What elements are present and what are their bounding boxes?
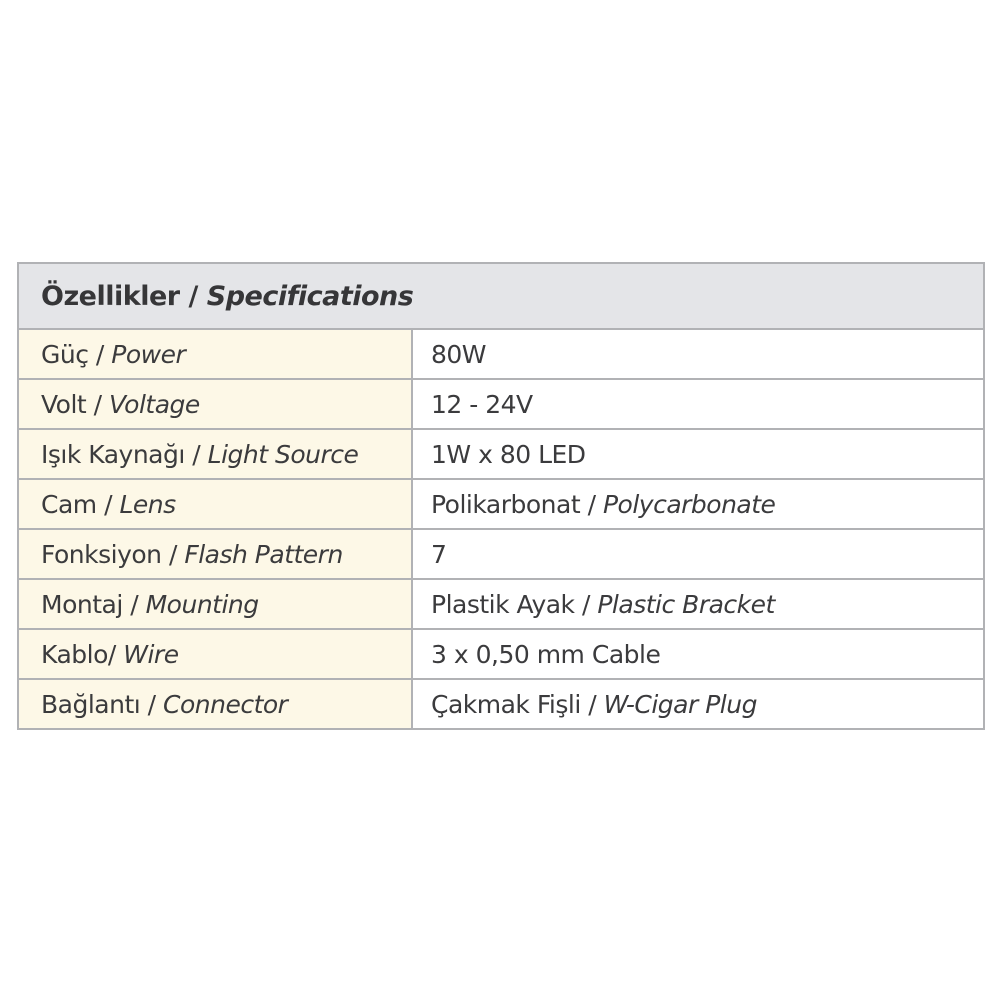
label-tr: Güç / <box>41 339 112 369</box>
spec-value: 3 x 0,50 mm Cable <box>411 628 985 680</box>
label-tr: Işık Kaynağı / <box>41 439 208 469</box>
spec-label: Volt / Voltage <box>17 378 413 430</box>
value-tr: 7 <box>431 539 447 569</box>
table-row: Işık Kaynağı / Light Source 1W x 80 LED <box>17 428 985 480</box>
spec-value: 80W <box>411 328 985 380</box>
table-row: Montaj / Mounting Plastik Ayak / Plastic … <box>17 578 985 630</box>
label-tr: Bağlantı / <box>41 689 164 719</box>
spec-label: Güç / Power <box>17 328 413 380</box>
value-tr: Polikarbonat / <box>431 489 603 519</box>
table-row: Kablo/ Wire 3 x 0,50 mm Cable <box>17 628 985 680</box>
label-en: Light Source <box>207 439 359 469</box>
spec-label: Işık Kaynağı / Light Source <box>17 428 413 480</box>
spec-value: 12 - 24V <box>411 378 985 430</box>
value-tr: Plastik Ayak / <box>431 589 598 619</box>
label-en: Flash Pattern <box>184 539 343 569</box>
label-tr: Montaj / <box>41 589 146 619</box>
table-row: Cam / Lens Polikarbonat / Polycarbonate <box>17 478 985 530</box>
label-en: Mounting <box>145 589 260 619</box>
table-title: Özellikler / Specifications <box>17 262 985 330</box>
value-en: W-Cigar Plug <box>603 689 758 719</box>
spec-label: Fonksiyon / Flash Pattern <box>17 528 413 580</box>
table-row: Fonksiyon / Flash Pattern 7 <box>17 528 985 580</box>
label-en: Wire <box>123 639 179 669</box>
label-tr: Kablo/ <box>41 639 124 669</box>
spec-label: Kablo/ Wire <box>17 628 413 680</box>
spec-label: Montaj / Mounting <box>17 578 413 630</box>
value-en: Plastic Bracket <box>597 589 775 619</box>
table-row: Volt / Voltage 12 - 24V <box>17 378 985 430</box>
value-tr: 3 x 0,50 mm Cable <box>431 639 661 669</box>
value-tr: 1W x 80 LED <box>431 439 586 469</box>
spec-value: Polikarbonat / Polycarbonate <box>411 478 985 530</box>
table-row: Bağlantı / Connector Çakmak Fişli / W-Cig… <box>17 678 985 730</box>
label-en: Connector <box>163 689 288 719</box>
label-tr: Cam / <box>41 489 120 519</box>
table-header-row: Özellikler / Specifications <box>17 262 985 330</box>
value-tr: Çakmak Fişli / <box>431 689 604 719</box>
title-en: Specifications <box>206 280 414 312</box>
spec-value: Çakmak Fişli / W-Cigar Plug <box>411 678 985 730</box>
label-en: Lens <box>119 489 176 519</box>
spec-label: Cam / Lens <box>17 478 413 530</box>
specifications-table: Özellikler / Specifications Güç / Power 8… <box>17 262 985 730</box>
label-en: Voltage <box>109 389 200 419</box>
spec-value: 1W x 80 LED <box>411 428 985 480</box>
label-en: Power <box>111 339 186 369</box>
table-row: Güç / Power 80W <box>17 328 985 380</box>
label-tr: Volt / <box>41 389 110 419</box>
value-en: Polycarbonate <box>602 489 776 519</box>
spec-value: Plastik Ayak / Plastic Bracket <box>411 578 985 630</box>
label-tr: Fonksiyon / <box>41 539 185 569</box>
spec-label: Bağlantı / Connector <box>17 678 413 730</box>
value-tr: 80W <box>431 339 487 369</box>
spec-value: 7 <box>411 528 985 580</box>
value-tr: 12 - 24V <box>431 389 533 419</box>
title-tr: Özellikler / <box>41 280 207 312</box>
